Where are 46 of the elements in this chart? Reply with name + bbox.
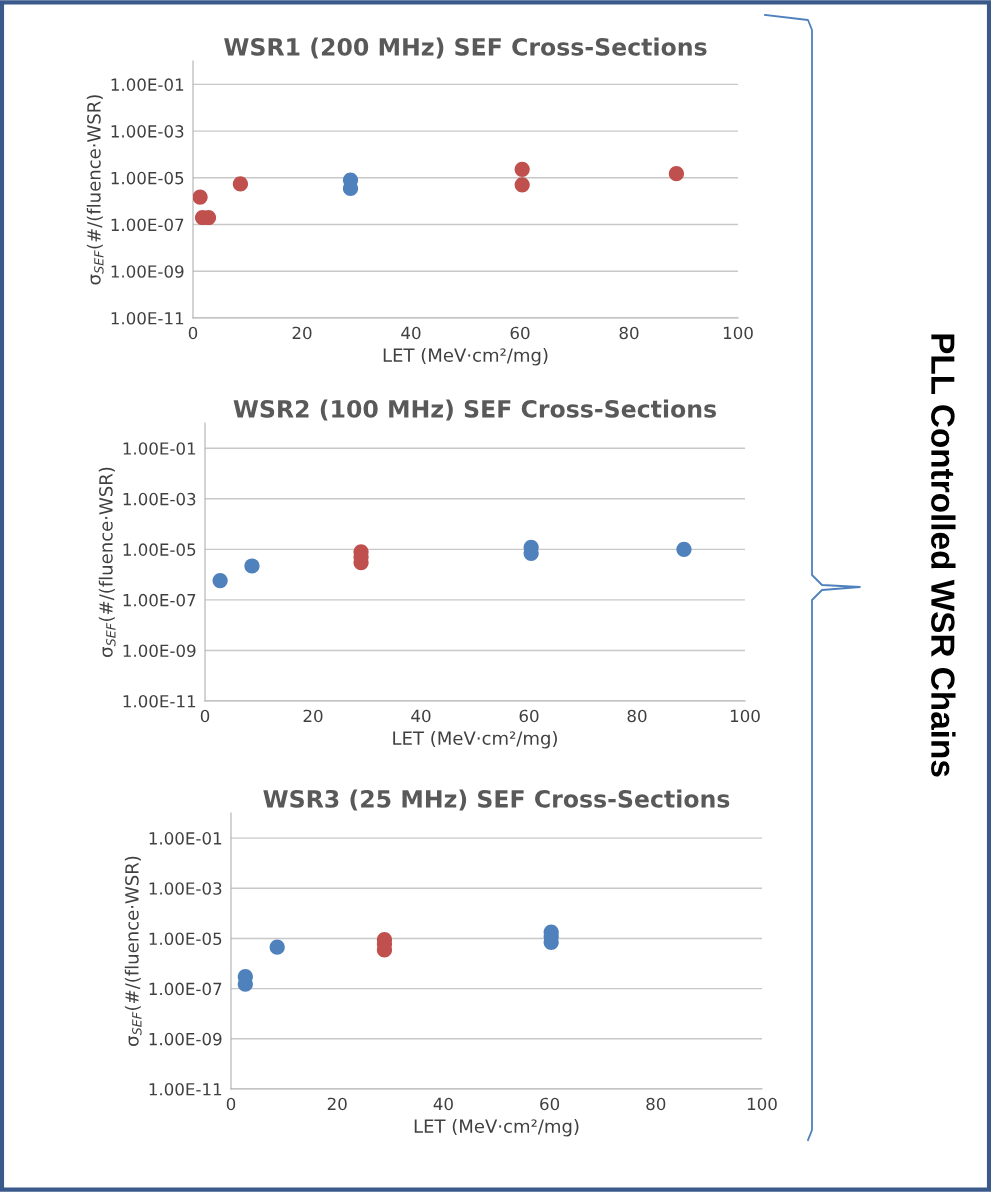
x-tick-label: 0 (188, 326, 198, 340)
y-tick-label: 1.00E-03 (111, 125, 184, 138)
y-tick-label: 1.00E-11 (111, 311, 184, 325)
x-tick-label: 40 (411, 709, 431, 723)
chart-title: WSR3 (25 MHz) SEF Cross-Sections (263, 789, 730, 811)
x-axis-title: LET (MeV·cm²/mg) (414, 1119, 579, 1137)
y-tick-label: 1.00E-09 (149, 1032, 222, 1046)
x-tick-label: 80 (646, 1097, 666, 1111)
y-tick-label: 1.00E-05 (149, 932, 222, 946)
x-tick-label: 60 (540, 1097, 560, 1111)
x-tick-label: 80 (627, 709, 647, 723)
y-tick-label: 1.00E-03 (123, 492, 196, 506)
x-tick-label: 100 (723, 326, 753, 340)
y-tick-label: 1.00E-11 (149, 1082, 222, 1096)
y-tick-label: 1.00E-05 (111, 171, 184, 185)
y-axis-title: σ$_{SEF}$(#/(fluence·WSR) (98, 467, 116, 657)
y-tick-label: 1.00E-09 (123, 644, 196, 658)
x-axis-title: LET (MeV·cm²/mg) (383, 348, 548, 366)
chart-title: WSR2 (100 MHz) SEF Cross-Sections (233, 399, 717, 421)
x-tick-label: 80 (619, 326, 639, 340)
x-tick-label: 20 (327, 1097, 347, 1111)
y-tick-label: 1.00E-01 (149, 832, 222, 845)
x-tick-label: 60 (519, 709, 539, 723)
chart-title: WSR1 (200 MHz) SEF Cross-Sections (224, 37, 707, 59)
x-tick-label: 0 (200, 709, 210, 723)
y-tick-label: 1.00E-01 (111, 78, 184, 91)
y-tick-label: 1.00E-09 (111, 265, 184, 278)
y-tick-label: 1.00E-03 (149, 882, 222, 895)
y-tick-label: 1.00E-07 (123, 593, 196, 607)
y-axis-title: σ$_{SEF}$(#/(fluence·WSR) (124, 856, 142, 1046)
x-tick-label: 40 (433, 1097, 453, 1111)
x-tick-label: 100 (730, 709, 760, 723)
y-axis-title: σ$_{SEF}$(#/(fluence·WSR) (86, 95, 104, 285)
x-tick-label: 40 (401, 326, 421, 340)
y-tick-label: 1.00E-07 (111, 218, 184, 232)
x-axis-title: LET (MeV·cm²/mg) (393, 731, 557, 749)
y-tick-label: 1.00E-01 (123, 442, 196, 455)
y-tick-label: 1.00E-07 (149, 982, 222, 996)
x-tick-label: 20 (292, 326, 312, 340)
text: PLL Controlled WSR Chains (931, 334, 956, 777)
x-tick-label: 20 (303, 709, 323, 723)
y-tick-label: 1.00E-05 (123, 543, 196, 556)
x-tick-label: 100 (747, 1097, 777, 1111)
x-tick-label: 0 (226, 1097, 236, 1111)
y-tick-label: 1.00E-11 (123, 694, 196, 708)
x-tick-label: 60 (510, 326, 530, 340)
